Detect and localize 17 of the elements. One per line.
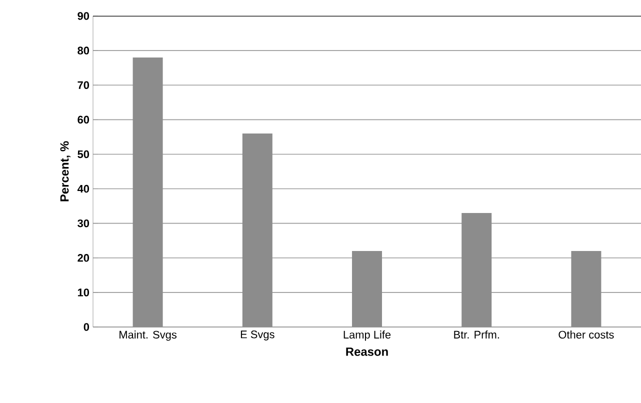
y-tick-label: 90 xyxy=(78,12,90,20)
y-tick-label: 30 xyxy=(78,219,90,228)
y-tick-label: 20 xyxy=(78,254,90,262)
x-tick-label: Lamp Life xyxy=(344,330,391,341)
x-tick-label: E Svgs xyxy=(240,330,274,340)
y-tick-label: 60 xyxy=(78,116,90,124)
x-tick-label: Maint. Svgs xyxy=(120,330,177,341)
y-tick-label: 40 xyxy=(77,184,90,193)
x-tick-label: Btr. Prfm. xyxy=(454,330,499,339)
x-axis-title: Reason xyxy=(346,348,388,356)
y-tick-label: 0 xyxy=(84,323,90,331)
y-tick-label: 70 xyxy=(78,81,90,89)
y-axis-title: Percent, % xyxy=(60,141,70,202)
y-tick-label: 10 xyxy=(78,288,90,296)
x-tick-label: Other costs xyxy=(558,330,614,339)
y-tick-label: 50 xyxy=(78,150,90,158)
y-tick-label: 80 xyxy=(78,46,90,54)
